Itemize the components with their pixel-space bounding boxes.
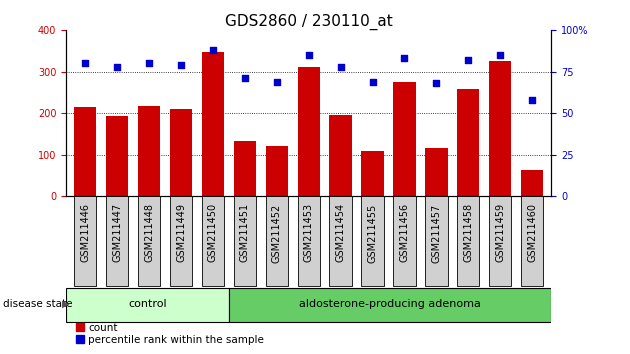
Bar	[297, 196, 320, 286]
Bar	[266, 196, 288, 286]
Point	[240, 75, 250, 81]
Bar	[202, 52, 224, 196]
Bar	[74, 196, 96, 286]
Text: GSM211460: GSM211460	[527, 203, 537, 262]
Bar	[74, 107, 96, 196]
Text: GSM211453: GSM211453	[304, 203, 314, 262]
Point	[304, 52, 314, 58]
Point	[367, 79, 377, 84]
Text: ▶: ▶	[62, 299, 69, 309]
Bar	[521, 196, 543, 286]
Point	[336, 64, 346, 69]
Text: control: control	[129, 299, 167, 309]
Point	[208, 47, 218, 53]
Point	[527, 97, 537, 103]
Bar	[297, 68, 320, 196]
Legend: count, percentile rank within the sample: count, percentile rank within the sample	[71, 318, 268, 349]
Bar	[393, 196, 416, 286]
Text: GSM211447: GSM211447	[112, 203, 122, 262]
Bar	[329, 196, 352, 286]
Bar	[425, 196, 447, 286]
Point	[495, 52, 505, 58]
Point	[144, 61, 154, 66]
Text: GSM211459: GSM211459	[495, 203, 505, 262]
Text: GSM211449: GSM211449	[176, 203, 186, 262]
Bar	[138, 105, 160, 196]
Bar	[106, 116, 129, 196]
Bar	[138, 196, 160, 286]
Bar	[393, 82, 416, 196]
Bar	[329, 115, 352, 196]
Bar	[457, 196, 479, 286]
Bar	[170, 109, 192, 196]
Bar	[425, 148, 447, 196]
Text: GSM211448: GSM211448	[144, 203, 154, 262]
Point	[432, 80, 442, 86]
Point	[272, 79, 282, 84]
Text: aldosterone-producing adenoma: aldosterone-producing adenoma	[299, 299, 481, 309]
Bar	[234, 196, 256, 286]
Bar	[521, 170, 543, 196]
Point	[399, 56, 410, 61]
Bar	[106, 196, 129, 286]
Text: GSM211454: GSM211454	[336, 203, 346, 262]
Bar	[229, 287, 551, 322]
Bar	[266, 145, 288, 196]
Bar	[234, 141, 256, 196]
Title: GDS2860 / 230110_at: GDS2860 / 230110_at	[225, 14, 392, 30]
Bar	[202, 196, 224, 286]
Bar	[362, 151, 384, 196]
Text: GSM211451: GSM211451	[240, 203, 250, 262]
Point	[80, 61, 90, 66]
Bar	[170, 196, 192, 286]
Bar	[489, 61, 512, 196]
Text: GSM211457: GSM211457	[432, 203, 442, 263]
Text: GSM211458: GSM211458	[463, 203, 473, 262]
Text: GSM211455: GSM211455	[367, 203, 377, 263]
Text: disease state: disease state	[3, 299, 72, 309]
Bar	[489, 196, 512, 286]
Bar	[362, 196, 384, 286]
Bar	[66, 287, 229, 322]
Bar	[457, 89, 479, 196]
Text: GSM211446: GSM211446	[80, 203, 90, 262]
Point	[176, 62, 186, 68]
Text: GSM211456: GSM211456	[399, 203, 410, 262]
Point	[463, 57, 473, 63]
Point	[112, 64, 122, 69]
Text: GSM211452: GSM211452	[272, 203, 282, 263]
Text: GSM211450: GSM211450	[208, 203, 218, 262]
